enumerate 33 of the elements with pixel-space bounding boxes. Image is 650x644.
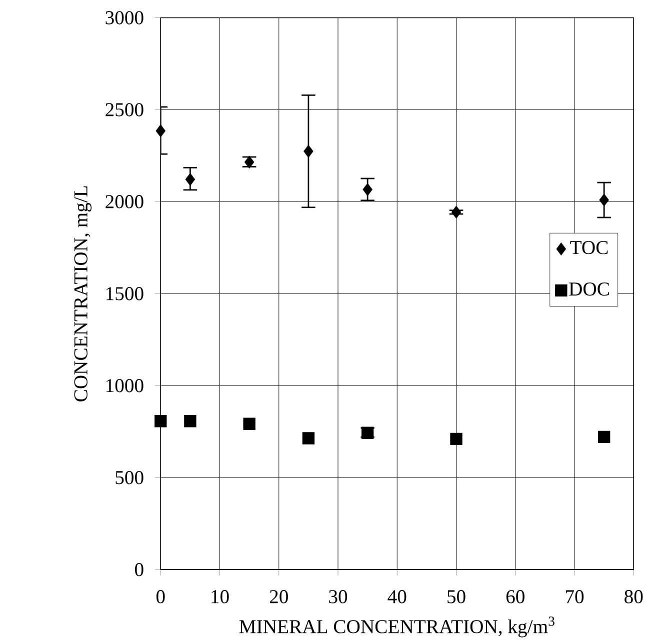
y-tick-label: 2500 <box>106 103 144 116</box>
point <box>185 173 195 186</box>
y-axis-title: CONCENTRATION, mg/L <box>74 186 92 402</box>
point <box>599 194 609 206</box>
y-tick-label: 3000 <box>106 11 144 24</box>
y-tick-label: 0 <box>135 563 144 576</box>
y-tick-label: 500 <box>116 471 144 484</box>
legend-label: TOC <box>570 241 608 254</box>
point <box>302 432 315 444</box>
x-tick-label: 20 <box>270 590 288 604</box>
point <box>243 418 256 430</box>
x-tick-label: 80 <box>624 590 643 604</box>
point <box>450 432 462 446</box>
x-tick-label: 30 <box>329 590 348 604</box>
point <box>304 145 314 158</box>
y-tick-label: 2000 <box>106 195 144 208</box>
x-tick-label: 40 <box>388 590 406 604</box>
x-tick-label: 10 <box>212 590 229 604</box>
x-tick-label: 50 <box>448 590 466 604</box>
point <box>452 206 461 218</box>
point <box>184 415 196 428</box>
x-axis-title: MINERAL CONCENTRATION, kg/m$^{3}$ <box>239 616 554 638</box>
point <box>362 184 372 196</box>
legend-label: DOC <box>569 282 609 296</box>
x-tick-label: 60 <box>506 590 524 604</box>
point <box>598 430 610 444</box>
point <box>244 156 254 168</box>
x-tick-label: 70 <box>566 590 584 604</box>
x-tick-label: 0 <box>156 590 165 604</box>
y-tick-label: 1500 <box>106 287 144 300</box>
point <box>156 124 166 138</box>
y-tick-label: 1000 <box>106 379 144 392</box>
point <box>154 415 167 428</box>
